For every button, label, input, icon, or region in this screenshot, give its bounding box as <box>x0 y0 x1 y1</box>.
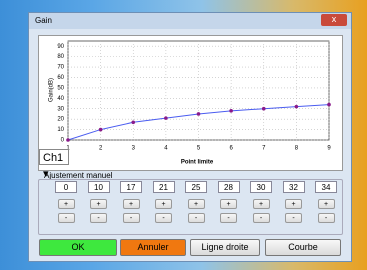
gain-input[interactable]: 34 <box>315 181 337 193</box>
title-bar: Gain <box>29 13 351 29</box>
plus-button[interactable]: + <box>253 199 270 209</box>
plus-button[interactable]: + <box>285 199 302 209</box>
straight-line-button[interactable]: Ligne droite <box>190 239 260 256</box>
plus-button[interactable]: + <box>58 199 75 209</box>
minus-button[interactable]: - <box>188 213 205 223</box>
channel: Ch1 <box>43 152 63 164</box>
minus-button[interactable]: - <box>318 213 335 223</box>
gain-input[interactable]: 32 <box>283 181 305 193</box>
gain-input[interactable]: 30 <box>250 181 272 193</box>
minus-button[interactable]: - <box>285 213 302 223</box>
x-tick-label: 5 <box>197 146 201 152</box>
point <box>295 105 299 109</box>
y-tick-label: 40 <box>57 96 64 102</box>
y-tick-label: 60 <box>57 75 64 81</box>
minus-button[interactable]: - <box>155 213 172 223</box>
y-tick-label: 80 <box>57 54 64 60</box>
gain-input[interactable]: 0 <box>55 181 77 193</box>
plus-button[interactable]: + <box>318 199 335 209</box>
minus-button[interactable]: - <box>253 213 270 223</box>
x-tick-label: 8 <box>295 146 299 152</box>
plus-button[interactable]: + <box>220 199 237 209</box>
x-tick-label: 3 <box>132 146 136 152</box>
y-tick-label: 50 <box>57 85 64 91</box>
plus-button[interactable]: + <box>188 199 205 209</box>
gain-input[interactable]: 21 <box>153 181 175 193</box>
close-button[interactable]: x <box>321 14 347 26</box>
gain-input[interactable]: 28 <box>218 181 240 193</box>
gain-input[interactable]: 10 <box>88 181 110 193</box>
curve-button[interactable]: Courbe <box>265 239 341 256</box>
minus-button[interactable]: - <box>220 213 237 223</box>
y-tick-label: 30 <box>57 106 64 112</box>
gain-input[interactable]: 25 <box>185 181 207 193</box>
chart: Gain(dB) Point limite 0 10 20 30 40 50 60 70 80 9… <box>39 36 342 170</box>
point <box>327 103 331 107</box>
point <box>131 120 135 124</box>
ok-button[interactable]: OK <box>39 239 117 256</box>
channel-dropdown[interactable]: Ch1 ▾ <box>39 149 69 165</box>
y-tick-label: 70 <box>57 65 64 71</box>
page: Gain x Gain(dB) Point limite 01020304050… <box>0 0 367 270</box>
minus-button[interactable]: - <box>58 213 75 223</box>
x-tick-label: 9 <box>327 146 331 152</box>
minus-button[interactable]: - <box>90 213 107 223</box>
point <box>229 109 233 113</box>
point <box>99 128 103 132</box>
point <box>66 138 70 142</box>
cancel-button[interactable]: Annuler <box>120 239 186 256</box>
x-tick-label: 7 <box>262 146 266 152</box>
chart-box: Gain(dB) Point limite 0 10 20 30 40 50 60 70 80 9… <box>38 35 343 171</box>
minus-button[interactable]: - <box>123 213 140 223</box>
y-tick-label: 90 <box>57 44 64 50</box>
y-tick-label: 0 <box>61 138 65 144</box>
y-tick-label: 20 <box>57 117 64 123</box>
plus-button[interactable]: + <box>123 199 140 209</box>
plus-button[interactable]: + <box>155 199 172 209</box>
gain-input[interactable]: 17 <box>120 181 142 193</box>
x-tick-label: 2 <box>99 146 103 152</box>
window-title: Gain <box>35 16 52 25</box>
x-tick-label: 4 <box>164 146 168 152</box>
point <box>197 112 201 116</box>
point <box>262 107 266 111</box>
x-tick-label: 6 <box>229 146 233 152</box>
y-axis-label: Gain(dB) <box>49 78 55 102</box>
y-tick-label: 10 <box>57 127 64 133</box>
plus-button[interactable]: + <box>90 199 107 209</box>
point <box>164 116 168 120</box>
x-axis-label: Point limite <box>181 160 214 166</box>
